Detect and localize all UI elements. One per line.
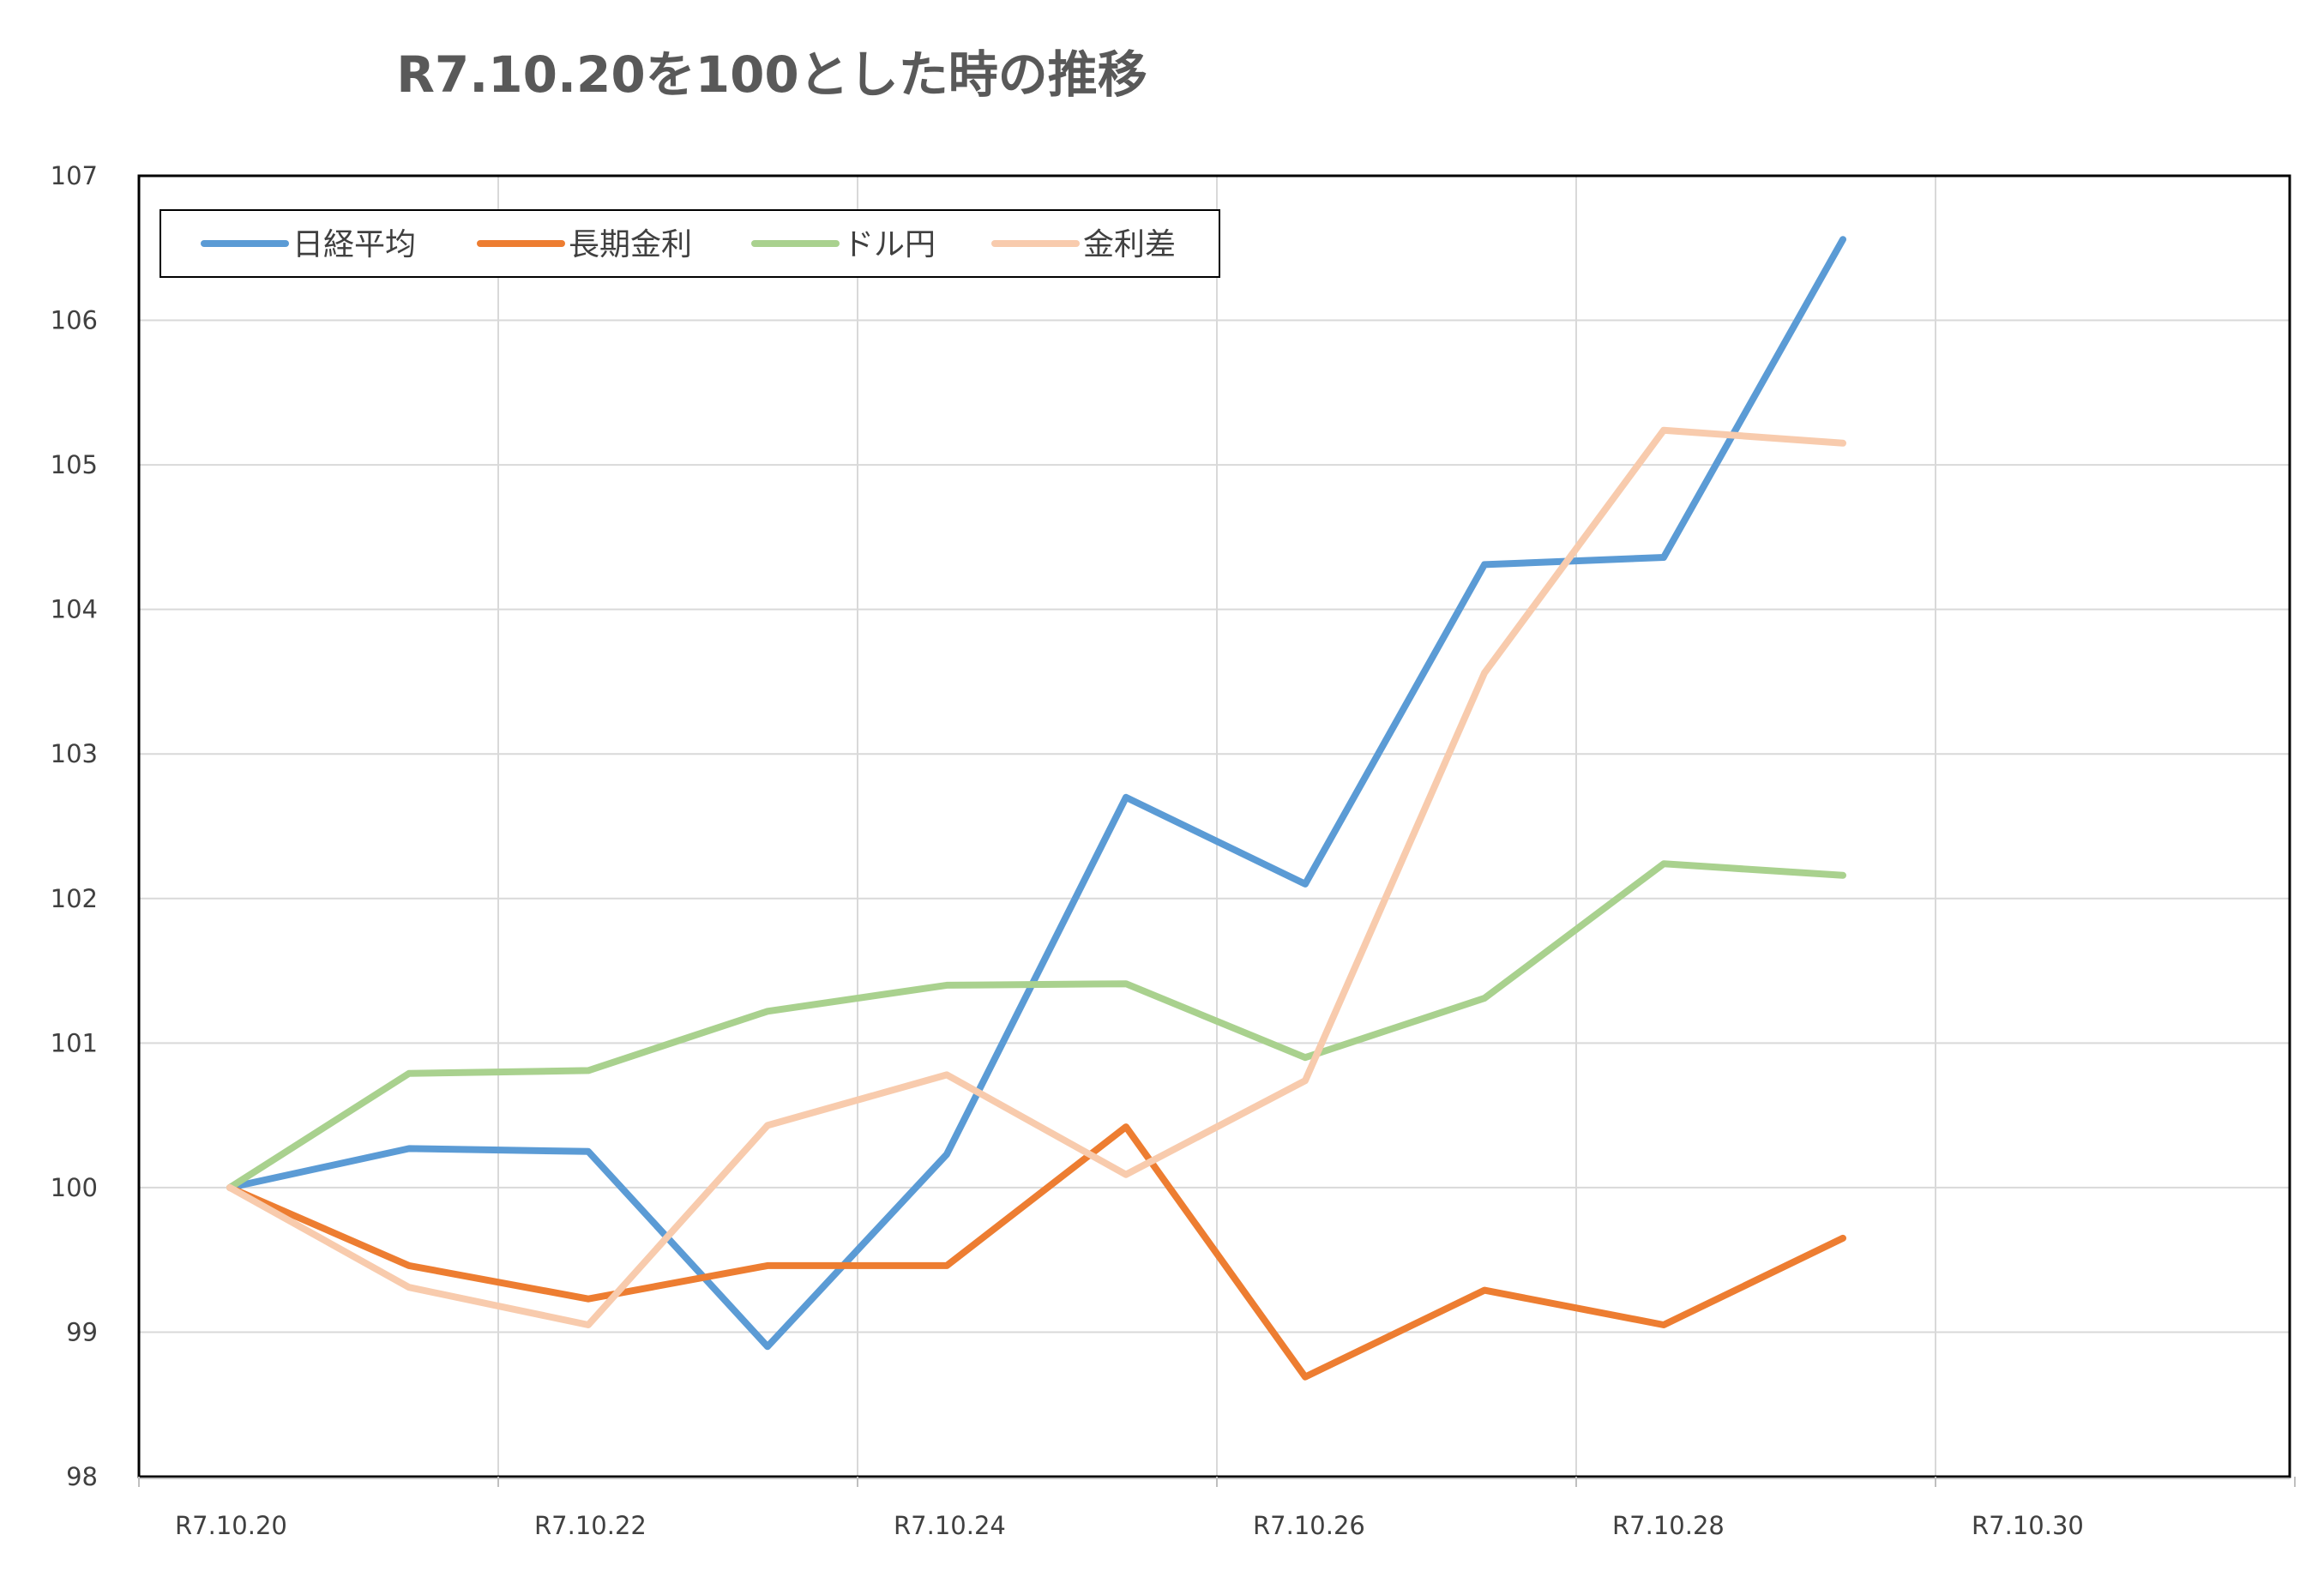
y-tick-label: 103 (51, 739, 98, 768)
legend: 日経平均 長期金利 ドル円 金利差 (160, 209, 1220, 278)
legend-label: ドル円 (843, 227, 936, 262)
gridlines (139, 175, 2290, 1478)
plot-area-frame (137, 174, 2291, 1478)
y-tick-label: 107 (51, 161, 98, 190)
series-lines (226, 236, 1846, 1381)
series-line-1 (226, 236, 1846, 1351)
x-tick-label: R7.10.24 (894, 1511, 1006, 1540)
y-tick-label: 104 (51, 595, 98, 624)
x-tick-label: R7.10.22 (534, 1511, 647, 1540)
x-tick-label: R7.10.28 (1612, 1511, 1725, 1540)
legend-label: 長期金利 (569, 227, 692, 262)
x-tick-label: R7.10.26 (1253, 1511, 1365, 1540)
y-tick-label: 99 (66, 1317, 98, 1346)
chart-title: R7.10.20を100とした時の推移 (396, 45, 1147, 104)
y-tick-label: 106 (51, 306, 98, 335)
axes: 98 99 100 101 102 103 104 105 106 107 R7.10.20 R7.1… (51, 161, 2296, 1540)
x-tick-label: R7.10.20 (175, 1511, 287, 1540)
y-tick-label: 101 (51, 1028, 98, 1057)
legend-label: 金利差 (1083, 227, 1176, 262)
series-line-2 (226, 1123, 1846, 1381)
series-line-3 (226, 860, 1846, 1191)
y-tick-label: 102 (51, 884, 98, 913)
y-tick-label: 105 (51, 450, 98, 479)
y-tick-label: 98 (66, 1462, 98, 1491)
x-tick-label: R7.10.30 (1972, 1511, 2084, 1540)
legend-label: 日経平均 (292, 227, 416, 262)
y-tick-label: 100 (51, 1173, 98, 1202)
series-line-4 (226, 426, 1846, 1328)
